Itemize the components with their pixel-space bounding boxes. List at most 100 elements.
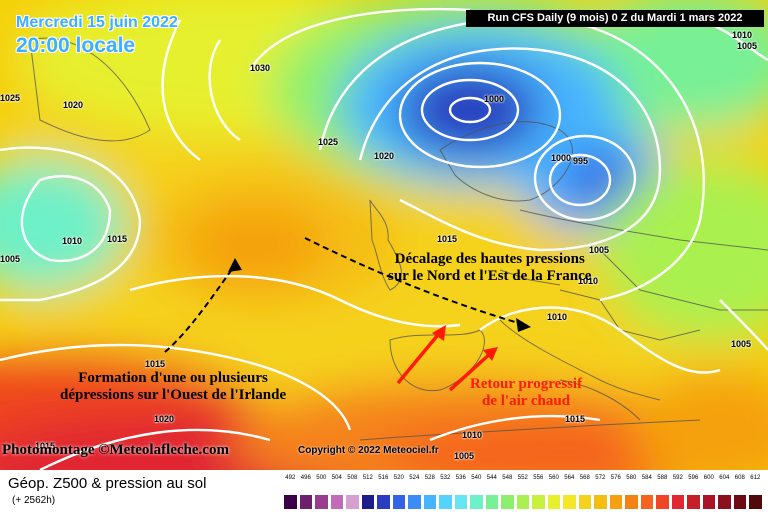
scale-swatch <box>671 495 685 509</box>
scale-swatch <box>687 495 700 509</box>
isobar-label: 1010 <box>732 30 753 40</box>
scale-tick-label: 540 <box>471 475 482 481</box>
isobar-label: 1025 <box>0 93 21 103</box>
scale-tick-label: 580 <box>626 475 637 481</box>
scale-swatch <box>439 495 452 509</box>
scale-swatch <box>454 495 468 509</box>
legend-subtitle: (+ 2562h) <box>12 495 56 506</box>
scale-swatch <box>718 495 731 509</box>
scale-swatch <box>640 495 654 509</box>
scale-swatch <box>733 495 747 509</box>
coastlines <box>29 37 768 441</box>
scale-tick-label: 564 <box>564 475 575 481</box>
legend-title: Géop. Z500 & pression au sol <box>8 475 207 492</box>
scale-tick-label: 528 <box>424 475 435 481</box>
scale-swatch <box>516 495 530 509</box>
model-run-banner: Run CFS Daily (9 mois) 0 Z du Mardi 1 ma… <box>466 10 764 27</box>
scale-tick-label: 500 <box>316 475 327 481</box>
scale-tick-label: 548 <box>502 475 513 481</box>
scale-tick-label: 536 <box>455 475 466 481</box>
scale-swatch <box>625 495 638 509</box>
isobar-label: 1020 <box>63 100 84 110</box>
isobar-label: 1025 <box>318 137 339 147</box>
scale-swatch <box>563 495 576 509</box>
annotation-warm-air: Retour progressif de l'air chaud <box>470 376 582 410</box>
isobar-label: 1020 <box>374 151 395 161</box>
scale-tick-label: 612 <box>750 475 761 481</box>
scale-tick-label: 592 <box>672 475 683 481</box>
scale-swatch <box>346 495 359 509</box>
scale-swatch <box>547 495 561 509</box>
scale-tick-label: 504 <box>331 475 342 481</box>
isobar-label: 1030 <box>250 63 271 73</box>
isobar-label: 1015 <box>565 414 586 424</box>
isobar-label: 995 <box>573 156 589 166</box>
scale-swatch <box>656 495 669 509</box>
scale-swatch <box>578 495 592 509</box>
forecast-time: 20:00 locale <box>16 34 136 57</box>
isobar-label: 1010 <box>547 312 568 322</box>
scale-tick-label: 568 <box>579 475 590 481</box>
isobar-label: 1015 <box>145 359 166 369</box>
isobar-label: 1020 <box>154 414 175 424</box>
photomontage-credit: Photomontage ©Meteolafleche.com <box>2 442 229 458</box>
scale-tick-label: 508 <box>347 475 358 481</box>
geopotential-field <box>0 0 768 470</box>
annotation-line: Retour progressif <box>470 376 583 392</box>
scale-tick-label: 604 <box>719 475 730 481</box>
scale-swatch <box>470 495 483 509</box>
isobar-label: 1015 <box>107 234 128 244</box>
scale-swatch <box>392 495 406 509</box>
scale-tick-label: 576 <box>610 475 621 481</box>
isobar-label: 1000 <box>551 153 572 163</box>
legend-panel: Géop. Z500 & pression au sol (+ 2562h) 4… <box>0 470 768 512</box>
annotation-depressions: Formation d'une ou plusieurs dépressions… <box>60 370 286 404</box>
scale-swatch <box>702 495 716 509</box>
scale-tick-label: 596 <box>688 475 699 481</box>
isobar-label: 1010 <box>578 276 599 286</box>
isobar-label: 1005 <box>589 245 610 255</box>
weather-map: Mercredi 15 juin 2022 20:00 locale Run C… <box>0 0 768 470</box>
scale-tick-label: 608 <box>734 475 745 481</box>
scale-tick-label: 572 <box>595 475 606 481</box>
isobars <box>0 7 768 470</box>
scale-tick-label: 492 <box>285 475 296 481</box>
scale-swatch <box>532 495 545 509</box>
scale-swatch <box>330 495 344 509</box>
scale-swatch <box>749 495 762 509</box>
isobar-label: 1005 <box>737 41 758 51</box>
forecast-date: Mercredi 15 juin 2022 <box>16 14 178 31</box>
isobar-label: 1005 <box>454 451 475 461</box>
scale-swatch <box>284 495 297 509</box>
scale-tick-label: 520 <box>393 475 404 481</box>
scale-tick-label: 556 <box>533 475 544 481</box>
scale-swatch <box>361 495 375 509</box>
isobar-label: 1010 <box>462 430 483 440</box>
annotation-line: sur le Nord et l'Est de la France <box>388 268 592 284</box>
scale-swatch <box>594 495 607 509</box>
scale-tick-label: 532 <box>440 475 451 481</box>
scale-tick-label: 588 <box>657 475 668 481</box>
scale-tick-label: 600 <box>703 475 714 481</box>
copyright-notice: Copyright © 2022 Meteociel.fr <box>298 445 439 456</box>
annotation-high-pressure-shift: Décalage des hautes pressions sur le Nor… <box>388 251 591 285</box>
annotation-line: Formation d'une ou plusieurs <box>78 370 268 386</box>
scale-tick-label: 524 <box>409 475 420 481</box>
geopotential-color-zones <box>0 0 768 470</box>
scale-swatch <box>501 495 514 509</box>
isobar-label: 1005 <box>731 339 752 349</box>
annotation-line: dépressions sur l'Ouest de l'Irlande <box>60 387 287 403</box>
scale-tick-label: 496 <box>300 475 311 481</box>
scale-swatch <box>423 495 437 509</box>
annotation-line: de l'air chaud <box>482 393 571 409</box>
scale-tick-label: 516 <box>378 475 389 481</box>
scale-tick-label: 544 <box>486 475 497 481</box>
isobar-label: 1010 <box>62 236 83 246</box>
annotation-line: Décalage des hautes pressions <box>394 251 585 267</box>
scale-tick-label: 512 <box>362 475 373 481</box>
scale-swatch <box>315 495 328 509</box>
scale-swatch <box>408 495 421 509</box>
scale-swatch <box>609 495 623 509</box>
scale-swatch <box>299 495 313 509</box>
isobar-label: 1005 <box>0 254 21 264</box>
